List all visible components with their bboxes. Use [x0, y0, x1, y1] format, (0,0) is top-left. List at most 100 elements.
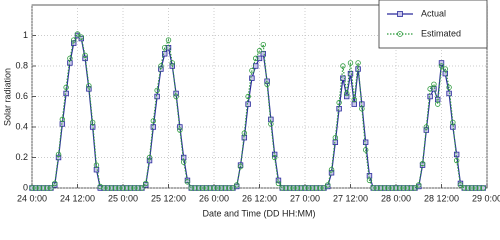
marker	[271, 154, 278, 161]
marker	[226, 185, 232, 191]
marker	[203, 185, 210, 191]
legend-marker	[397, 31, 403, 37]
marker	[328, 170, 335, 176]
marker	[165, 45, 172, 51]
marker	[317, 185, 323, 191]
marker	[127, 185, 134, 191]
marker	[184, 179, 191, 185]
marker	[52, 182, 58, 188]
marker	[237, 163, 244, 170]
marker	[469, 185, 475, 191]
marker	[143, 180, 149, 187]
marker	[222, 185, 229, 191]
marker	[241, 130, 248, 136]
marker	[313, 185, 320, 191]
marker	[124, 185, 130, 191]
marker	[120, 185, 126, 191]
marker	[325, 182, 331, 188]
marker	[431, 81, 437, 87]
marker	[400, 185, 407, 191]
marker	[150, 118, 157, 124]
marker	[344, 90, 350, 97]
marker	[290, 185, 297, 191]
marker	[59, 116, 66, 123]
x-tick-label: 26 0:00	[199, 193, 229, 203]
marker	[438, 60, 445, 66]
x-tick-label: 29 0:00	[472, 193, 500, 203]
marker	[457, 182, 464, 188]
legend-label: Actual	[421, 8, 446, 18]
marker	[260, 41, 266, 48]
marker	[351, 101, 357, 107]
y-tick-label: 0.6	[15, 91, 28, 101]
marker	[366, 177, 373, 184]
marker	[465, 185, 471, 191]
marker	[446, 90, 452, 97]
marker	[351, 96, 357, 103]
marker	[192, 185, 198, 191]
marker	[93, 162, 100, 168]
legend-box	[378, 0, 488, 49]
legend-label: Estimated	[421, 28, 461, 38]
marker	[321, 185, 327, 191]
marker	[347, 60, 354, 66]
marker	[55, 151, 62, 158]
marker	[86, 83, 92, 89]
marker	[457, 180, 464, 187]
marker	[347, 70, 354, 77]
y-tick-label: 0.8	[15, 60, 28, 70]
marker	[154, 93, 160, 100]
marker	[188, 185, 194, 191]
marker	[412, 185, 418, 191]
marker	[381, 185, 388, 191]
x-tick-label: 25 12:00	[151, 193, 186, 203]
x-tick-label: 28 0:00	[381, 193, 411, 203]
marker	[450, 119, 456, 126]
marker	[256, 48, 263, 54]
marker	[374, 185, 380, 191]
x-tick-label: 26 12:00	[242, 193, 277, 203]
marker	[264, 81, 270, 87]
marker	[378, 185, 384, 191]
marker	[135, 185, 141, 191]
marker	[298, 185, 304, 191]
marker	[105, 185, 111, 191]
marker	[453, 151, 460, 158]
series-line	[32, 33, 484, 189]
marker	[63, 84, 69, 91]
marker	[196, 185, 202, 191]
marker	[427, 86, 433, 92]
marker	[309, 185, 316, 191]
marker	[253, 63, 259, 69]
marker	[385, 185, 392, 191]
marker	[165, 37, 172, 43]
marker	[355, 60, 361, 66]
marker	[359, 105, 365, 112]
marker	[362, 139, 369, 145]
y-tick-label: 1	[23, 30, 28, 40]
x-tick-label: 24 12:00	[60, 193, 95, 203]
marker	[67, 55, 73, 62]
marker	[108, 185, 115, 191]
page: Date and Time (DD HH:MM) Solar radiation…	[2, 0, 500, 219]
marker	[423, 124, 430, 130]
marker	[362, 147, 369, 153]
marker	[332, 134, 339, 141]
marker	[336, 99, 342, 106]
x-tick-label: 27 0:00	[290, 193, 320, 203]
marker	[404, 185, 411, 191]
marker	[48, 185, 54, 191]
marker	[74, 31, 81, 37]
marker	[340, 63, 346, 69]
marker	[260, 51, 266, 57]
marker	[408, 185, 414, 191]
marker	[154, 87, 160, 94]
x-tick-label: 24 0:00	[17, 193, 47, 203]
chart: Date and Time (DD HH:MM) Solar radiation…	[2, 0, 500, 218]
marker	[207, 185, 213, 191]
marker	[162, 45, 168, 51]
marker	[340, 75, 346, 81]
marker	[177, 127, 183, 133]
marker	[435, 101, 441, 107]
marker	[131, 185, 138, 191]
